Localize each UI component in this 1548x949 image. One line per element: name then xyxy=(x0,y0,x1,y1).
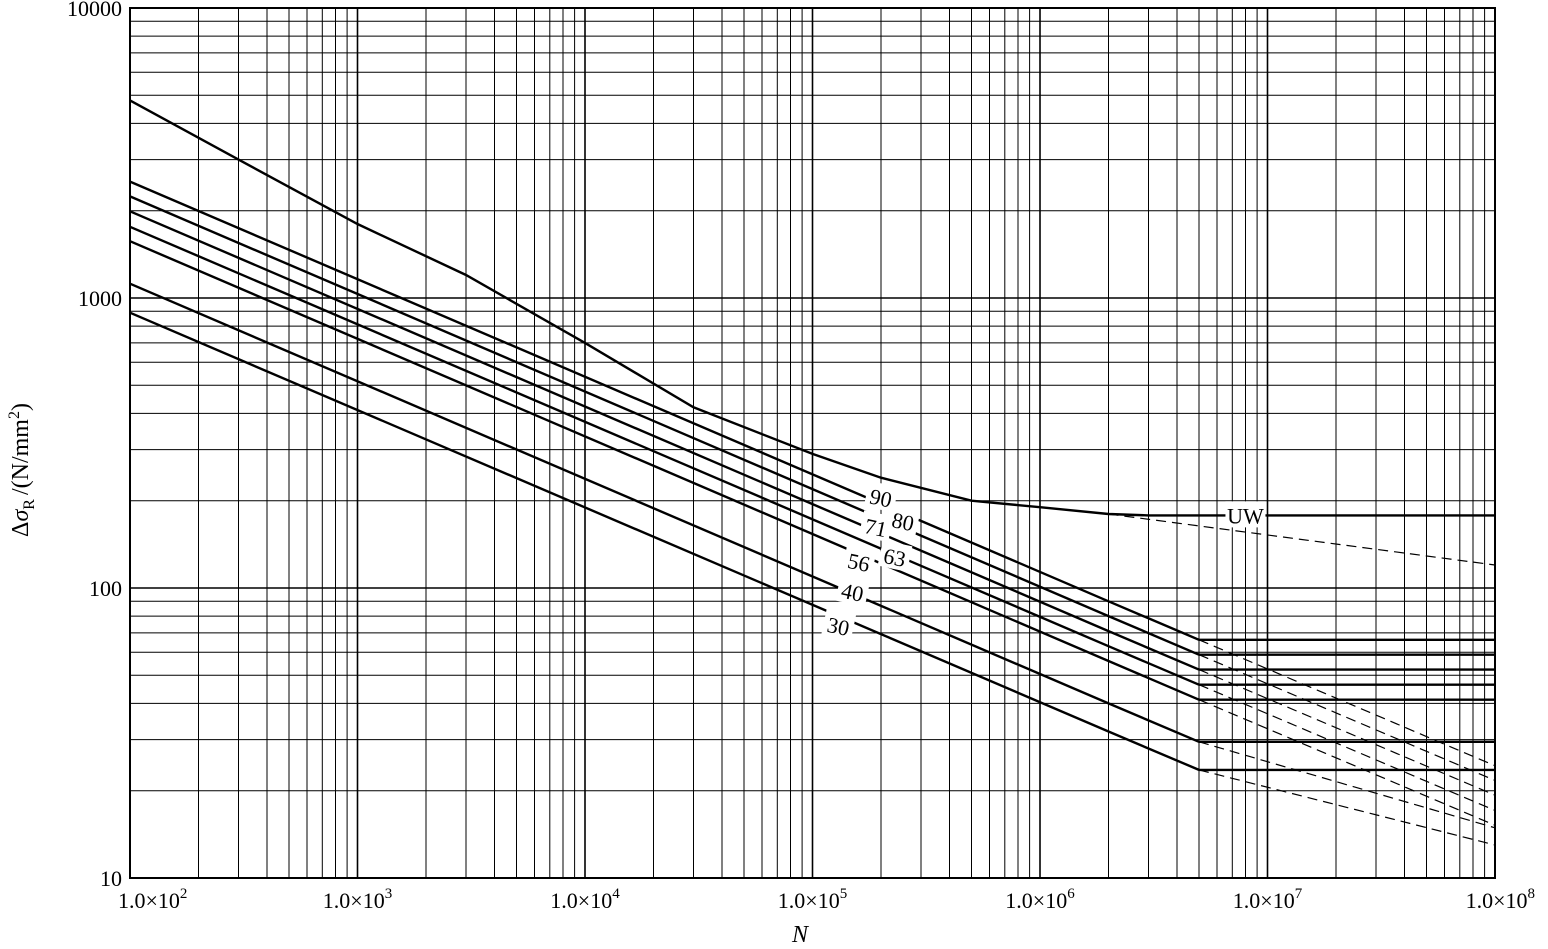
y-axis-label-delta: Δ xyxy=(8,522,34,537)
y-tick-label: 1000 xyxy=(78,286,122,311)
x-tick-mantissa: 1.0×10 xyxy=(118,888,180,913)
extrapolation-lines xyxy=(1108,513,1496,846)
y-axis-label-sup: 2 xyxy=(6,411,23,419)
x-tick-mantissa: 1.0×10 xyxy=(778,888,840,913)
curve-UW-extrapolation xyxy=(1108,513,1496,566)
x-tick-mantissa: 1.0×10 xyxy=(323,888,385,913)
curve-71 xyxy=(129,210,1495,671)
curve-71-extrapolation xyxy=(1198,669,1496,796)
curve-label-40: 40 xyxy=(839,578,866,607)
curve-40-extrapolation xyxy=(1198,741,1496,829)
curve-label-bg-80 xyxy=(885,504,921,537)
y-axis-label-sigma: σ xyxy=(8,509,34,522)
y-axis-label-sub: R xyxy=(21,499,38,510)
curve-30 xyxy=(129,311,1495,772)
y-axis-label-close: ) xyxy=(8,403,34,411)
x-axis-label: N xyxy=(791,922,810,948)
x-tick-label: 1.0×104 xyxy=(550,886,620,913)
grid xyxy=(129,8,1495,879)
curve-label-bg-56 xyxy=(841,545,877,577)
y-tick-label: 100 xyxy=(89,576,122,601)
curves xyxy=(129,99,1495,772)
x-tick-exponent: 2 xyxy=(180,886,188,902)
curve-80 xyxy=(129,195,1495,656)
curve-label-bg-40 xyxy=(835,575,871,607)
curve-label-bg-71 xyxy=(858,510,894,543)
curve-63-extrapolation xyxy=(1198,684,1496,811)
curve-label-30: 30 xyxy=(825,612,852,641)
curve-80-extrapolation xyxy=(1198,654,1496,781)
x-tick-exponent: 7 xyxy=(1295,886,1303,902)
curve-label-71: 71 xyxy=(862,513,889,542)
y-axis-label-unit: /(N/mm xyxy=(8,419,34,495)
curve-label-bg-90 xyxy=(863,480,899,513)
x-tick-label: 1.0×103 xyxy=(323,886,392,913)
curve-label-90: 90 xyxy=(868,484,895,513)
x-tick-exponent: 5 xyxy=(840,886,848,902)
y-tick-labels: 10 100 1000 10000 xyxy=(67,0,122,891)
curve-90-extrapolation xyxy=(1198,639,1496,767)
x-tick-exponent: 8 xyxy=(1528,886,1536,902)
plot-frame xyxy=(129,7,1496,879)
x-tick-label: 1.0×107 xyxy=(1233,886,1303,913)
x-tick-exponent: 6 xyxy=(1067,886,1075,902)
x-tick-mantissa: 1.0×10 xyxy=(1005,888,1067,913)
curve-56 xyxy=(129,240,1495,701)
x-tick-mantissa: 1.0×10 xyxy=(550,888,612,913)
curve-40 xyxy=(129,282,1495,743)
curve-90 xyxy=(129,180,1495,641)
x-tick-label: 1.0×105 xyxy=(778,886,847,913)
curve-label-63: 63 xyxy=(881,543,908,572)
curve-label-UW: UW xyxy=(1227,503,1264,528)
x-tick-mantissa: 1.0×10 xyxy=(1466,888,1528,913)
curve-label-56: 56 xyxy=(845,548,872,577)
x-tick-label: 1.0×106 xyxy=(1005,886,1075,913)
curve-63 xyxy=(129,225,1495,686)
curve-56-extrapolation xyxy=(1198,699,1496,826)
x-tick-label: 1.0×108 xyxy=(1466,886,1535,913)
x-tick-exponent: 4 xyxy=(612,886,620,902)
curve-30-extrapolation xyxy=(1198,769,1496,846)
y-tick-label: 10 xyxy=(100,866,122,891)
y-tick-label: 10000 xyxy=(67,0,122,21)
x-tick-label: 1.0×102 xyxy=(118,886,187,913)
curve-label-bg-UW xyxy=(1225,501,1266,528)
y-axis-label: ΔσR /(N/mm2) xyxy=(6,403,38,537)
curve-label-80: 80 xyxy=(890,507,917,536)
curve-UW xyxy=(129,99,1495,517)
x-tick-mantissa: 1.0×10 xyxy=(1233,888,1295,913)
x-tick-labels: 1.0×102 1.0×103 1.0×104 1.0×105 1.0×106 1.0×1… xyxy=(118,886,1535,913)
x-tick-exponent: 3 xyxy=(385,886,393,902)
curve-label-bg-63 xyxy=(877,540,913,572)
curve-label-bg-30 xyxy=(821,609,857,641)
